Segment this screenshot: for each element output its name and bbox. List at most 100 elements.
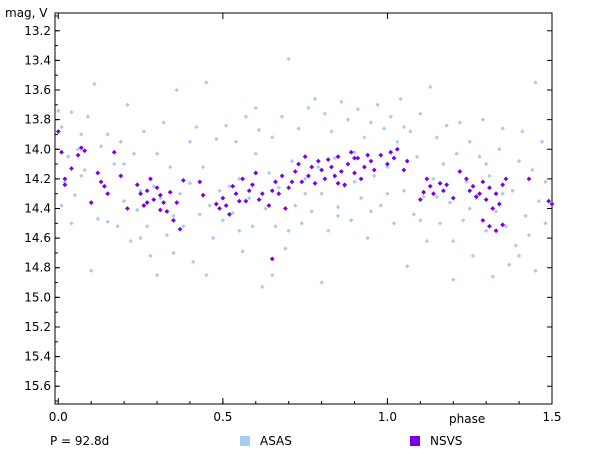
data-point [194,124,199,130]
data-point [260,284,265,290]
data-point [197,179,203,185]
legend-nsvs-swatch [410,436,420,446]
data-point [92,81,97,87]
data-point [319,280,324,285]
data-point [180,177,186,183]
data-point [270,272,275,278]
y-tick-label: 14.8 [24,261,51,275]
data-point [101,183,107,189]
data-point [85,114,91,119]
data-point [283,246,288,251]
data-point [118,139,124,145]
data-point [141,203,147,208]
data-point [381,126,387,131]
data-point [237,176,242,182]
data-point [493,209,499,214]
data-point [338,169,344,174]
data-point [207,203,212,208]
data-point [296,126,301,131]
data-point [358,195,364,201]
y-tick-label: 14.6 [24,231,51,245]
data-point [526,232,532,238]
data-point [200,192,206,198]
data-point [427,183,433,189]
data-point [177,191,183,196]
data-point [55,129,61,134]
data-point [112,161,117,167]
data-point [507,262,512,267]
data-point [503,176,509,182]
data-point [546,198,552,204]
data-point [95,170,101,176]
data-point [293,203,298,208]
data-point [171,213,176,219]
data-point [240,249,245,254]
data-point [467,188,473,194]
data-point [148,253,153,259]
data-point [59,124,64,130]
data-point [539,139,545,145]
data-point [121,198,127,204]
data-point [236,198,242,204]
data-point [187,139,193,145]
data-point [477,191,482,197]
data-point [118,173,124,179]
data-point [253,105,258,110]
data-point [240,176,246,182]
data-point [115,224,120,229]
data-point [151,184,156,189]
data-point [342,182,348,188]
data-point [516,158,522,164]
data-point [428,84,433,90]
data-point [401,124,407,130]
data-point [513,243,518,248]
data-point [371,167,377,173]
data-point [220,218,226,223]
y-tick-label: 14.2 [24,172,51,186]
data-point [161,120,166,125]
data-point [286,185,292,191]
data-point [444,182,450,188]
legend-nsvs-label: NSVS [430,434,463,448]
data-point [250,182,255,188]
y-tick-label: 15.6 [24,379,51,393]
data-point [418,218,423,223]
data-point [174,87,179,93]
data-point [135,207,140,213]
data-point [167,189,173,195]
data-point [138,188,143,193]
data-point [263,206,268,211]
data-point [319,191,324,196]
data-point [273,179,278,185]
data-point [164,232,170,238]
data-point [269,188,275,194]
data-point [302,154,308,160]
data-point [533,80,538,85]
data-point [447,200,453,205]
data-point [329,164,334,170]
data-point [158,195,163,201]
data-point [394,146,400,152]
data-point [483,228,489,233]
data-point [549,201,555,207]
data-point [181,224,186,229]
data-point [171,250,176,256]
data-point [273,224,278,229]
x-tick-label: 1.5 [542,410,561,424]
data-point [111,149,117,155]
data-point [269,256,275,262]
data-point [59,203,64,208]
data-point [325,228,331,233]
data-point [480,217,486,223]
data-point [253,170,259,176]
data-point [75,152,81,158]
data-point [480,179,486,185]
data-point [411,212,416,217]
data-point [204,80,209,85]
data-point [503,224,509,229]
data-point [299,179,305,185]
data-point [105,191,111,197]
data-point [385,164,390,170]
data-point [78,145,84,151]
data-point [125,206,130,211]
